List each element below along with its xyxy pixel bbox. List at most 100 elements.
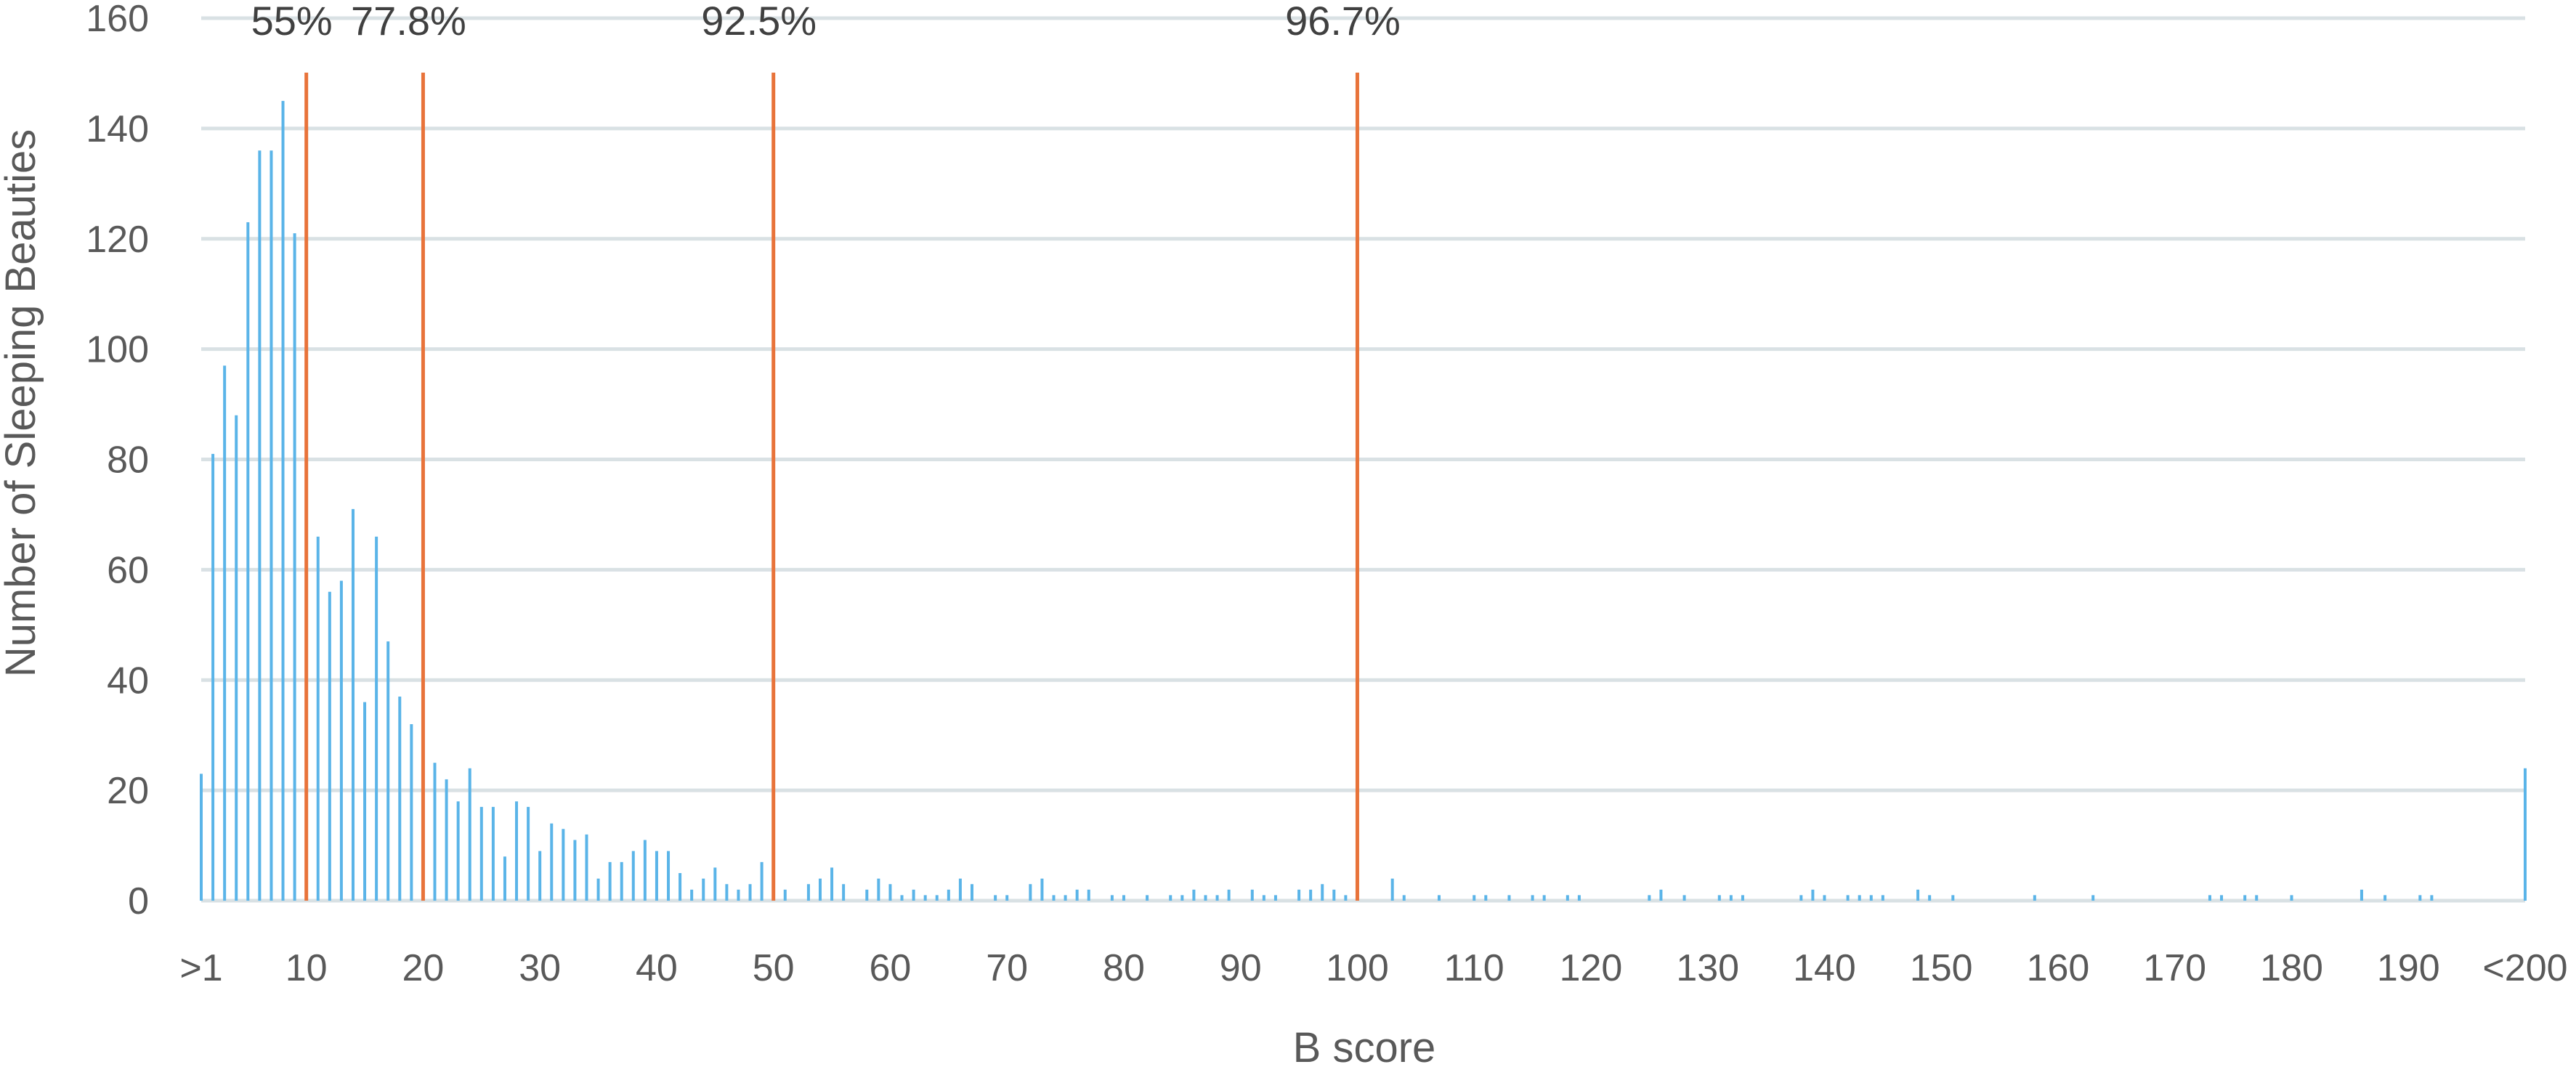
bar [1146, 895, 1149, 901]
bar [748, 884, 752, 901]
bar [2255, 895, 2259, 901]
x-axis-title: B score [1293, 1024, 1436, 1067]
x-tick-label: 140 [1793, 947, 1856, 989]
bar [947, 889, 950, 901]
reference-line-label: 92.5% [701, 0, 817, 44]
x-tick-label: 40 [636, 947, 678, 989]
bar [1321, 884, 1324, 901]
bar [1169, 895, 1172, 901]
bar [737, 889, 740, 901]
x-tick-label: 190 [2377, 947, 2440, 989]
y-axis-title: Number of Sleeping Beauties [0, 129, 44, 677]
x-tick-label: 130 [1676, 947, 1739, 989]
bar [1297, 889, 1301, 901]
bar [877, 878, 880, 901]
bar [538, 851, 542, 901]
bars [200, 100, 2527, 901]
bar [994, 895, 997, 901]
bar [1531, 895, 1534, 901]
bar [1122, 895, 1125, 901]
bar [2418, 895, 2422, 901]
bar [2208, 895, 2211, 901]
bar [2290, 895, 2293, 901]
x-tick-label: <200 [2482, 947, 2567, 989]
x-tick-label: 100 [1326, 947, 1389, 989]
bar [515, 801, 519, 901]
x-tick-label: 80 [1103, 947, 1145, 989]
bar [1858, 895, 1861, 901]
reference-line-label: 96.7% [1285, 0, 1401, 44]
bar [912, 889, 915, 901]
bar [573, 840, 577, 901]
bar [1507, 895, 1511, 901]
bar [386, 641, 390, 901]
bar [1005, 895, 1009, 901]
bar [1659, 889, 1663, 901]
bar [783, 889, 787, 901]
bar [900, 895, 904, 901]
bar [1332, 889, 1336, 901]
bar [479, 806, 483, 901]
bar [1040, 878, 1044, 901]
bar [468, 768, 471, 901]
x-tick-label: 160 [2027, 947, 2090, 989]
bar [1064, 895, 1067, 901]
reference-lines: 55% 77.8% 92.5% 96.7% [251, 0, 1401, 901]
bar [270, 150, 273, 901]
x-tick-label: 170 [2143, 947, 2206, 989]
bar [503, 856, 506, 901]
x-tick-label: 180 [2260, 947, 2323, 989]
bar [1484, 895, 1488, 901]
bar [1951, 895, 1955, 901]
bar [1811, 889, 1815, 901]
bar [2033, 895, 2036, 901]
bar [667, 851, 671, 901]
bar [702, 878, 705, 901]
bar [200, 774, 203, 901]
bar [375, 536, 378, 901]
reference-line-label: 55% [251, 0, 333, 44]
bar [1473, 895, 1476, 901]
x-tick-label: 90 [1220, 947, 1262, 989]
bar [491, 806, 495, 901]
bar [456, 801, 460, 901]
bar [562, 829, 565, 901]
bar [935, 895, 939, 901]
bar [760, 861, 764, 901]
bar [1741, 895, 1744, 901]
bar [690, 889, 694, 901]
bar [281, 100, 285, 901]
y-tick-label: 120 [86, 219, 149, 261]
y-tick-label: 100 [86, 329, 149, 371]
bar [2430, 895, 2434, 901]
bar [1823, 895, 1826, 901]
x-tick-label: 150 [1910, 947, 1973, 989]
bar [1273, 895, 1277, 901]
bar [1729, 895, 1733, 901]
x-tick-label: 70 [986, 947, 1028, 989]
bar [1566, 895, 1569, 901]
bar [1250, 889, 1254, 901]
bar [923, 895, 927, 901]
y-tick-label: 0 [128, 880, 149, 922]
bar [235, 415, 238, 901]
bar [433, 763, 437, 901]
y-tick-label: 140 [86, 108, 149, 150]
y-tick-label: 20 [107, 770, 149, 812]
bar [1799, 895, 1803, 901]
bar [596, 878, 600, 901]
bar [1402, 895, 1406, 901]
bar [1075, 889, 1079, 901]
bar [223, 365, 227, 901]
y-tick-label: 80 [107, 439, 149, 482]
bar [1052, 895, 1056, 901]
bar [865, 889, 869, 901]
bar [1192, 889, 1196, 901]
bar [293, 233, 296, 901]
bar [585, 834, 588, 901]
bar [410, 724, 413, 901]
bar [1390, 878, 1394, 901]
bar [339, 580, 343, 901]
bar [713, 867, 717, 901]
bar [1881, 895, 1884, 901]
